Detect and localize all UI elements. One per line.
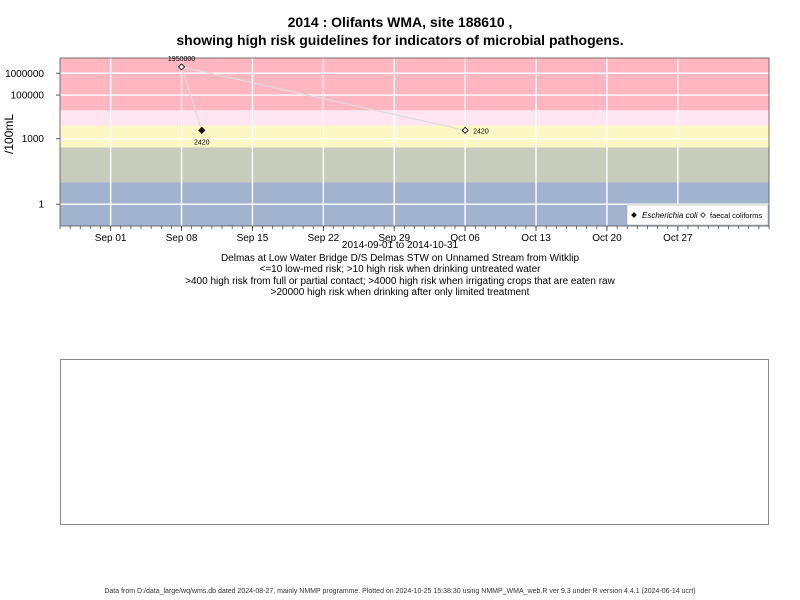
data-point-1-0 [177,63,186,71]
chart-title-line-2: showing high risk guidelines for indicat… [176,32,624,48]
chart-title-line-1: 2014 : Olifants WMA, site 188610 , [287,14,513,30]
y-tick-label: 1000 [22,134,45,145]
x-tick-label: Oct 27 [663,233,693,244]
plot-frame [59,57,770,227]
x-tick-label: Sep 08 [166,233,198,244]
risk-band-3 [60,147,769,183]
risk-band-1 [60,110,769,126]
legend-marker-faecal [700,212,706,218]
x-label-risk-contact: >400 high risk from full or partial cont… [185,276,615,287]
x-tick-label: Sep 15 [237,233,269,244]
x-label-site: Delmas at Low Water Bridge D/S Delmas ST… [220,253,580,264]
y-axis-label: /100mL [2,114,16,154]
empty-plot-panel [60,359,769,525]
series-line-1 [181,66,466,131]
data-label: 2420 [473,128,489,135]
risk-band-0 [60,58,769,111]
legend-marker-ecoli [631,212,637,218]
x-tick-label: Oct 20 [592,233,622,244]
connector-line [180,66,203,131]
y-tick-label: 100000 [11,91,45,102]
legend-box [626,204,769,226]
x-tick-label: Oct 06 [450,233,480,244]
x-tick-label: Oct 13 [521,233,551,244]
x-tick-label: Sep 22 [307,233,339,244]
x-tick-label: Sep 01 [95,233,127,244]
x-label-risk-treatment: >20000 high risk when drinking after onl… [270,287,530,298]
y-tick-label: 1 [38,200,44,211]
risk-band-2 [60,125,769,148]
data-point-1-1 [461,126,469,134]
data-label: 1950000 [168,56,195,63]
data-point-0-0 [198,126,206,134]
legend-label-faecal: faecal coliforms [710,211,762,220]
data-label: 2420 [194,139,210,146]
x-tick-label: Sep 29 [378,233,410,244]
chart-plot: 1 1000 100000 1000000 Sep 01 Sep 08 Sep 15 Sep … [2,56,770,244]
legend-label-ecoli: Escherichia coli [642,211,698,220]
footer-note: Data from D:/data_large/wq/wms.db dated … [104,588,696,595]
x-label-date-range: 2014-09-01 to 2014-10-31 [341,240,459,251]
x-label-risk-low: <=10 low-med risk; >10 high risk when dr… [259,264,541,275]
y-tick-label: 1000000 [5,69,44,80]
